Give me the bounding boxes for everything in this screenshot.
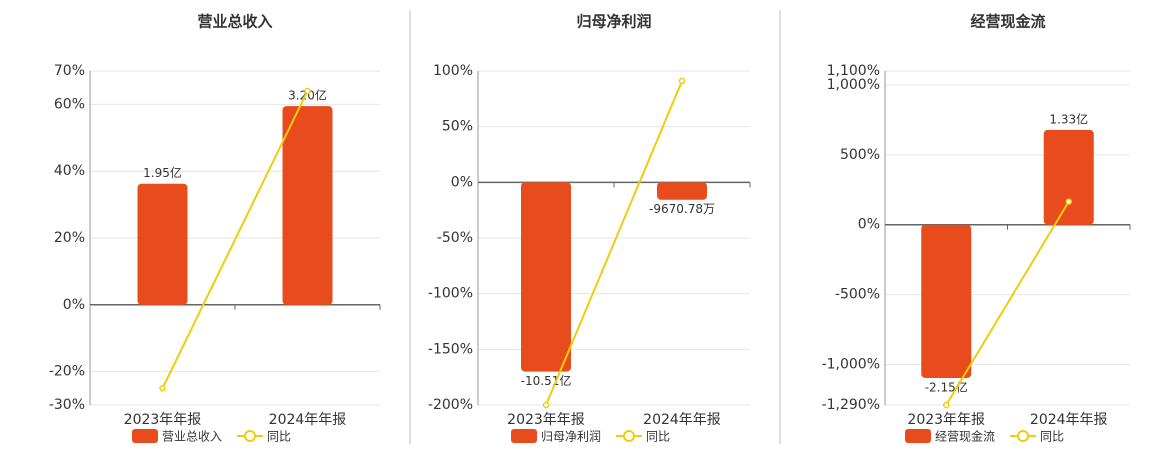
y-tick-label: 0%: [451, 174, 473, 190]
x-tick-label: 2024年年报: [643, 412, 721, 428]
y-tick-label: -500%: [835, 287, 880, 303]
legend-label: 同比: [267, 430, 291, 444]
legend-swatch: [244, 430, 257, 442]
value-label: -9670.78万: [649, 202, 715, 216]
bar: [282, 106, 333, 305]
x-tick-label: 2023年年报: [124, 412, 202, 428]
legend-swatch: [623, 430, 636, 442]
line-point: [159, 385, 166, 392]
y-tick-label: 20%: [54, 230, 85, 246]
line: [545, 80, 683, 406]
legend-label: 同比: [1040, 430, 1064, 444]
y-tick-label: 100%: [433, 63, 473, 79]
y-tick-label: -1,000%: [822, 356, 880, 372]
value-label: 3.20亿: [288, 88, 327, 103]
y-tick-label: 1,000%: [827, 77, 880, 93]
y-tick-label: 50%: [442, 119, 473, 135]
legend-swatch: [132, 429, 158, 443]
y-tick-label: 0%: [858, 217, 880, 233]
x-tick-label: 2023年年报: [507, 412, 585, 428]
x-tick-label: 2023年年报: [907, 412, 985, 428]
bar: [137, 183, 188, 305]
x-tick-label: 2024年年报: [269, 412, 347, 428]
chart-title: 归母净利润: [576, 13, 651, 31]
legend-label: 经营现金流: [935, 429, 995, 444]
y-tick-label: -150%: [428, 341, 473, 357]
x-tick-label: 2024年年报: [1030, 412, 1108, 428]
y-tick-label: 500%: [840, 147, 880, 163]
y-tick-label: -50%: [437, 230, 473, 246]
value-label: 1.95亿: [143, 165, 182, 180]
y-tick-label: 0%: [63, 297, 85, 313]
legend-label: 营业总收入: [162, 430, 222, 444]
line-point: [304, 87, 311, 95]
legend-label: 同比: [646, 430, 670, 444]
line: [161, 90, 309, 389]
y-tick-label: -20%: [49, 364, 85, 380]
line-point: [542, 401, 550, 409]
legend-label: 归母净利润: [541, 430, 601, 444]
y-tick-label: -30%: [49, 397, 85, 413]
value-label: -2.15亿: [925, 379, 968, 394]
value-label: -10.51亿: [521, 373, 572, 388]
value-label: 1.33亿: [1049, 111, 1088, 126]
y-tick-label: -1,290%: [822, 397, 880, 413]
bar: [521, 182, 571, 372]
y-tick-label: 70%: [54, 63, 85, 79]
line-point: [1065, 198, 1072, 205]
legend-swatch: [511, 429, 537, 443]
y-tick-label: 40%: [54, 163, 85, 179]
line: [945, 201, 1070, 406]
y-tick-label: 1,100%: [827, 63, 880, 79]
y-tick-label: -200%: [428, 397, 473, 413]
line-point: [678, 77, 686, 85]
chart-title: 营业总收入: [197, 13, 272, 31]
bar: [921, 224, 972, 378]
y-tick-label: -100%: [428, 286, 473, 302]
legend-swatch: [905, 429, 931, 443]
chart-title: 经营现金流: [970, 13, 1045, 31]
legend-swatch: [1017, 430, 1030, 442]
y-tick-label: 60%: [54, 96, 85, 112]
bar: [657, 182, 707, 200]
bar: [1043, 129, 1094, 225]
line-point: [943, 401, 950, 409]
